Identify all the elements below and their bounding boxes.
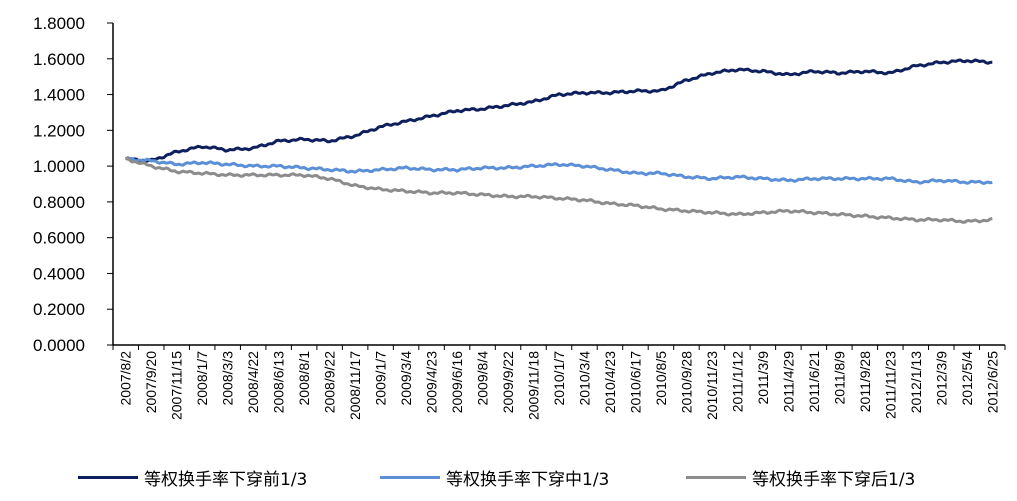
legend-label-series-1: 等权换手率下穿前1/3: [144, 469, 308, 490]
y-tick-label: 1.8000: [33, 14, 85, 33]
x-tick-label: 2011/8/9: [831, 351, 847, 405]
x-tick-label: 2008/11/17: [347, 351, 363, 420]
x-tick-label: 2011/3/9: [755, 351, 771, 405]
x-tick-label: 2009/6/16: [449, 351, 465, 413]
x-tick-label: 2007/9/20: [143, 351, 159, 413]
y-tick-label: 0.2000: [33, 300, 85, 319]
y-tick-label: 1.2000: [33, 121, 85, 140]
line-chart: 0.0000 0.2000 0.4000 0.6000 0.8000 1.0000 1.20…: [33, 14, 1006, 420]
x-tick-label: 2010/8/5: [653, 351, 669, 406]
legend-swatch-series-1: [78, 475, 138, 479]
x-tick-label: 2009/3/4: [398, 351, 414, 406]
legend-item-series-1: 等权换手率下穿前1/3: [78, 462, 307, 492]
series-line-1: [125, 58, 993, 163]
x-tick-label: 2011/11/23: [882, 351, 898, 419]
x-tick-label: 2009/4/23: [424, 351, 440, 413]
x-axis: 2007/8/2 2007/9/20 2007/11/15 2008/1/7 2008/…: [112, 344, 1006, 420]
x-tick-label: 2011/6/21: [806, 351, 822, 412]
x-tick-label: 2012/5/4: [959, 351, 975, 406]
x-tick-label: 2012/6/25: [984, 351, 1000, 413]
x-tick-label: 2011/9/28: [857, 351, 873, 412]
legend-label-series-2: 等权换手率下穿中1/3: [446, 469, 610, 490]
legend: 等权换手率下穿前1/3 等权换手率下穿中1/3 等权换手率下穿后1/3: [0, 462, 1017, 492]
y-tick-label: 1.4000: [33, 86, 85, 105]
x-tick-label: 2008/9/22: [322, 351, 338, 413]
x-tick-label: 2010/11/23: [704, 351, 720, 420]
y-tick-label: 0.6000: [33, 229, 85, 248]
x-tick-label: 2009/1/7: [373, 351, 389, 406]
x-tick-label: 2012/1/13: [908, 351, 924, 413]
legend-swatch-series-2: [380, 475, 440, 479]
y-axis: 0.0000 0.2000 0.4000 0.6000 0.8000 1.0000 1.20…: [33, 14, 114, 355]
x-tick-label: 2008/1/7: [194, 351, 210, 406]
y-tick-label: 0.0000: [33, 336, 85, 355]
series-line-3: [125, 156, 993, 224]
x-tick-label: 2008/4/22: [245, 351, 261, 413]
x-tick-label: 2011/1/12: [729, 351, 745, 412]
x-tick-label: 2010/6/17: [627, 351, 643, 413]
x-tick-label: 2009/9/22: [500, 351, 516, 413]
x-tick-label: 2010/3/4: [576, 351, 592, 406]
x-tick-label: 2007/8/2: [118, 351, 134, 406]
x-tick-label: 2010/1/7: [551, 351, 567, 406]
legend-swatch-series-3: [686, 475, 746, 479]
legend-item-series-3: 等权换手率下穿后1/3: [686, 462, 915, 492]
legend-label-series-3: 等权换手率下穿后1/3: [752, 469, 916, 490]
y-tick-label: 0.8000: [33, 193, 85, 212]
x-tick-label: 2008/3/3: [220, 351, 236, 406]
x-tick-label: 2010/9/28: [678, 351, 694, 413]
x-tick-label: 2008/6/13: [271, 351, 287, 413]
series-layer: [125, 58, 993, 224]
x-tick-label: 2011/4/29: [780, 351, 796, 412]
y-tick-label: 0.4000: [33, 264, 85, 283]
y-tick-label: 1.6000: [33, 50, 85, 69]
legend-item-series-2: 等权换手率下穿中1/3: [380, 462, 609, 492]
series-line-2: [125, 156, 993, 185]
x-tick-label: 2012/3/9: [933, 351, 949, 406]
x-tick-label: 2008/8/1: [296, 351, 312, 406]
x-tick-label: 2007/11/15: [169, 351, 185, 420]
x-tick-label: 2009/11/18: [526, 351, 542, 420]
y-tick-label: 1.0000: [33, 157, 85, 176]
x-tick-label: 2010/4/23: [602, 351, 618, 413]
x-tick-label: 2009/8/4: [475, 351, 491, 406]
